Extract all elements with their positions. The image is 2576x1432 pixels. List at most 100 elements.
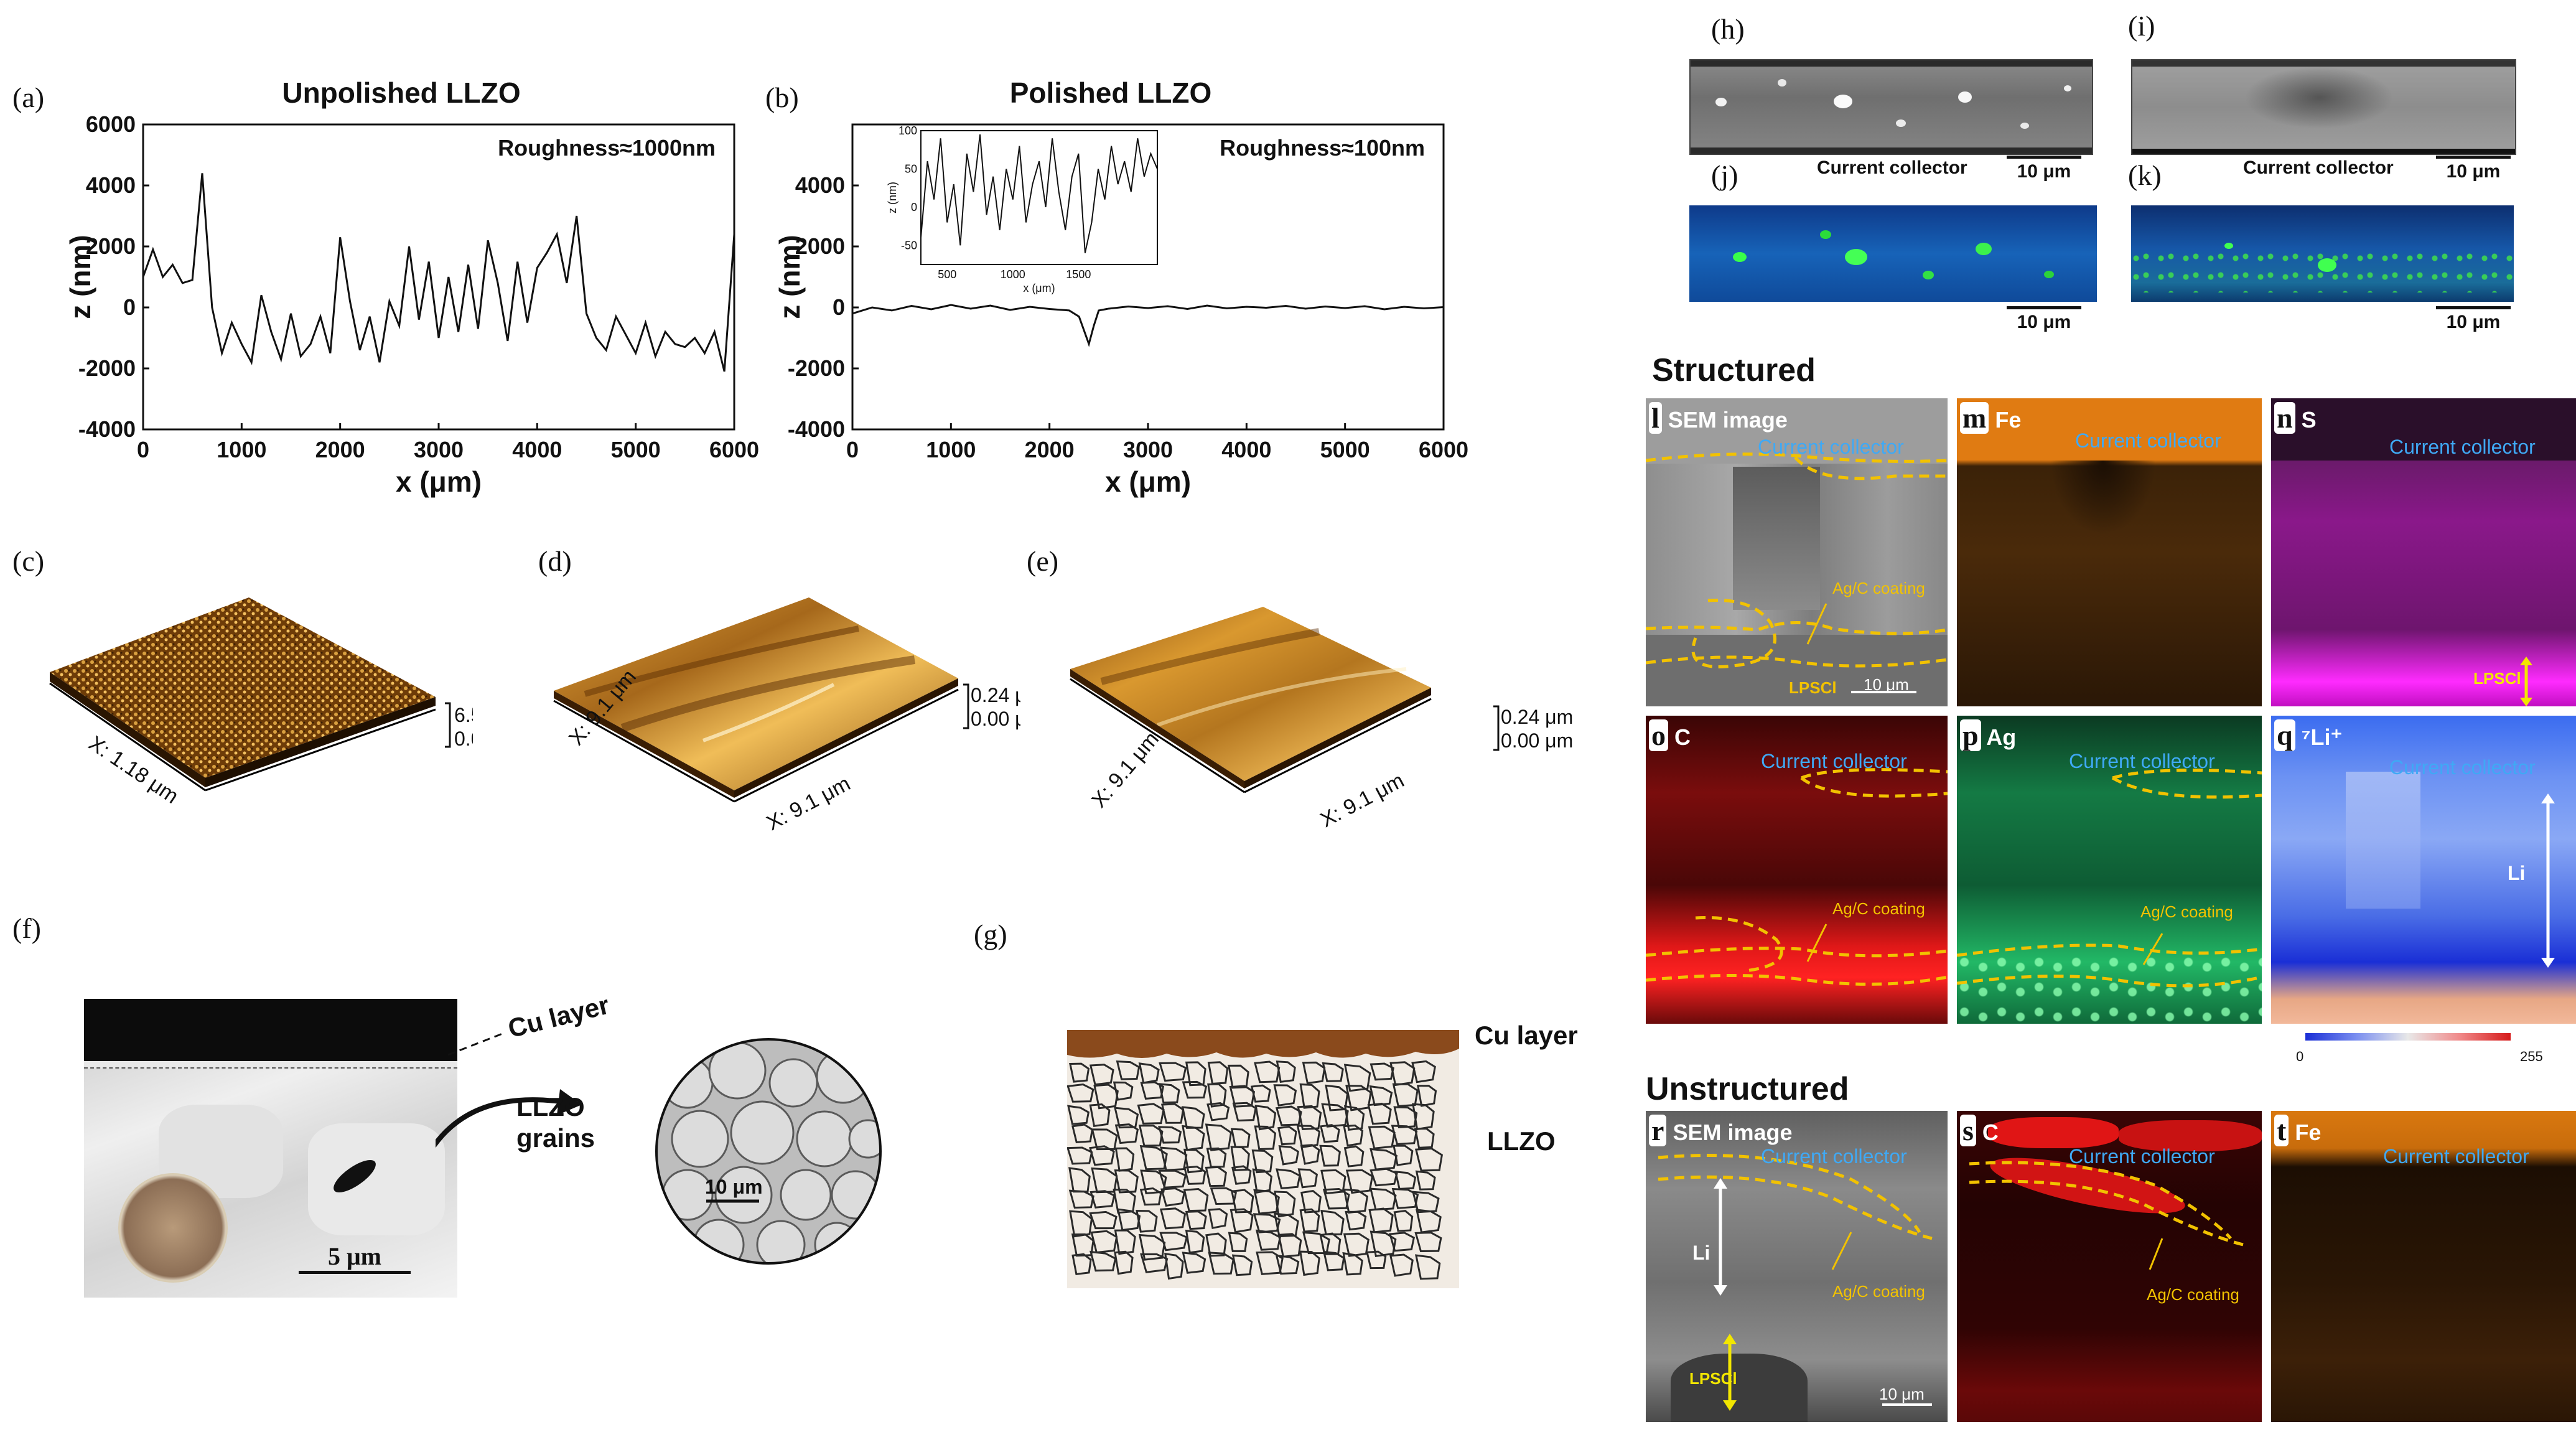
- grain-boundary: [1068, 1167, 1091, 1193]
- chart-b-xtick-label: 2000: [1025, 437, 1075, 462]
- map-m-header: m Fe: [1960, 401, 2021, 434]
- grain-boundary: [1071, 1233, 1094, 1257]
- scale-k-text: 10 μm: [2446, 312, 2501, 332]
- chart-b-xtick-label: 1000: [926, 437, 976, 462]
- llzo-schematic-g: [1067, 1030, 1459, 1288]
- afm-image-c: X: 1.18 μm 6.5 nm 0.0 nm: [49, 597, 473, 808]
- cc-label-i: Current collector: [2243, 157, 2394, 178]
- panel-d-label: (d): [538, 545, 572, 577]
- grain-boundary: [1388, 1232, 1416, 1252]
- grain-boundary: [1393, 1210, 1414, 1232]
- map-p-header: p Ag: [1960, 719, 2016, 752]
- grain-boundary: [1160, 1146, 1188, 1171]
- map-r-letter: r: [1649, 1115, 1667, 1146]
- afm-image-e: X: 9.1 μm X: 9.1 μm 0.24 μm 0.00 μm: [1070, 607, 1573, 832]
- scale-i-text: 10 μm: [2446, 161, 2501, 182]
- grain-boundary: [1183, 1187, 1209, 1212]
- afm-e-scale-bottom: 0.00 μm: [1501, 729, 1573, 752]
- grain-boundary: [1276, 1060, 1296, 1083]
- map-l-header: l SEM image: [1649, 401, 1788, 434]
- grain-boundary: [1113, 1081, 1134, 1101]
- grain-boundary: [1322, 1250, 1345, 1271]
- grain-boundary: [1185, 1229, 1205, 1254]
- grain-boundary: [1090, 1250, 1117, 1272]
- grain-boundary: [1138, 1233, 1166, 1261]
- eds-map-p-ag: [1957, 716, 2262, 1024]
- grain-boundary: [1367, 1102, 1392, 1125]
- panel-h-label: (h): [1711, 13, 1745, 45]
- grain-boundary: [1114, 1147, 1135, 1172]
- chart-a-ylabel: z (nm): [68, 235, 96, 319]
- panel-e-label: (e): [1027, 545, 1059, 577]
- grain-boundary: [1206, 1147, 1227, 1168]
- grain-boundary: [1205, 1166, 1227, 1187]
- grain-boundary: [1091, 1128, 1118, 1151]
- scale-h-text: 10 μm: [2017, 161, 2071, 182]
- scale-bar-j: 10 μm: [2007, 306, 2081, 333]
- eds-map-m-fe: [1957, 398, 2262, 706]
- grain-boundary: [1182, 1125, 1205, 1151]
- chart-b-inset-xtick-label: 1000: [1001, 268, 1025, 281]
- grain-boundary: [1232, 1102, 1257, 1122]
- cc-label-q: Current collector: [2389, 756, 2536, 779]
- grain-boundary: [1415, 1170, 1436, 1191]
- grain-boundary: [1158, 1169, 1187, 1189]
- grain-boundary: [1207, 1061, 1229, 1085]
- afm-image-d: X: 9.1 μm X: 9.1 μm 0.24 μm 0.00 μm: [553, 597, 1020, 835]
- grain-boundary: [1228, 1232, 1248, 1252]
- map-r-header: r SEM image: [1649, 1114, 1793, 1147]
- grain-boundary: [1071, 1123, 1093, 1143]
- grain-boundary: [1273, 1212, 1299, 1238]
- li-label-q: Li: [2508, 862, 2526, 884]
- panel-c-label: (c): [12, 545, 45, 577]
- chart-a-xtick-label: 0: [137, 437, 149, 462]
- afm-d-scale-bottom: 0.00 μm: [971, 708, 1020, 730]
- chart-a-xtick-label: 3000: [414, 437, 464, 462]
- unstructured-heading: Unstructured: [1646, 1071, 1849, 1107]
- scale-bar-f1: 5 μm: [299, 1242, 411, 1276]
- cc-label-p: Current collector: [2069, 750, 2215, 772]
- grain-boundary: [1343, 1232, 1370, 1257]
- map-m-letter: m: [1960, 402, 1989, 434]
- map-n-letter: n: [2274, 402, 2295, 434]
- map-s-letter: s: [1960, 1115, 1976, 1146]
- grain-boundary: [1089, 1064, 1114, 1086]
- cc-label-s: Current collector: [2069, 1145, 2215, 1168]
- map-s-overlay: [1969, 1161, 2244, 1270]
- grain-boundary: [1370, 1148, 1398, 1171]
- map-q-header: q ⁷Li⁺: [2274, 719, 2342, 752]
- grain-boundary: [1182, 1080, 1208, 1099]
- grain-boundary: [1277, 1233, 1302, 1258]
- cc-label-t: Current collector: [2383, 1145, 2529, 1168]
- grain-boundary: [1208, 1208, 1228, 1229]
- map-o-name: C: [1674, 724, 1691, 750]
- grain-boundary: [1322, 1062, 1344, 1082]
- chart-a-ytick-label: 2000: [86, 233, 136, 259]
- afm-e-axis-right: X: 9.1 μm: [1317, 769, 1408, 832]
- grain-boundary: [1228, 1064, 1249, 1089]
- scale-j-text: 10 μm: [2017, 312, 2071, 332]
- grain-boundary: [1414, 1127, 1435, 1149]
- grain-boundary: [1302, 1061, 1326, 1085]
- eds-map-j: [1689, 205, 2097, 302]
- grain-boundary: [1230, 1208, 1254, 1233]
- chart-b-inset-xtick-label: 500: [938, 268, 956, 281]
- chart-b-inset-series-line: [920, 134, 1158, 253]
- grain-boundary: [1325, 1084, 1349, 1111]
- tof-map-q-li: [2271, 716, 2576, 1024]
- lpscl-label-r: LPSCl: [1689, 1369, 1737, 1388]
- afm-e-scale-top: 0.24 μm: [1501, 706, 1573, 728]
- map-t-letter: t: [2274, 1115, 2289, 1146]
- grain-boundary: [1302, 1231, 1330, 1255]
- cc-label-l: Current collector: [1758, 436, 1904, 458]
- map-o-overlay: [1646, 768, 1948, 986]
- grain-boundary: [1417, 1085, 1437, 1107]
- grain-boundary: [1391, 1125, 1418, 1146]
- grain-boundary: [1159, 1232, 1188, 1252]
- grain-boundary: [1274, 1191, 1296, 1218]
- grain-boundary: [1089, 1145, 1115, 1166]
- grain-boundary: [1114, 1123, 1139, 1144]
- grain-boundary: [1067, 1083, 1094, 1103]
- map-l-letter: l: [1649, 402, 1662, 434]
